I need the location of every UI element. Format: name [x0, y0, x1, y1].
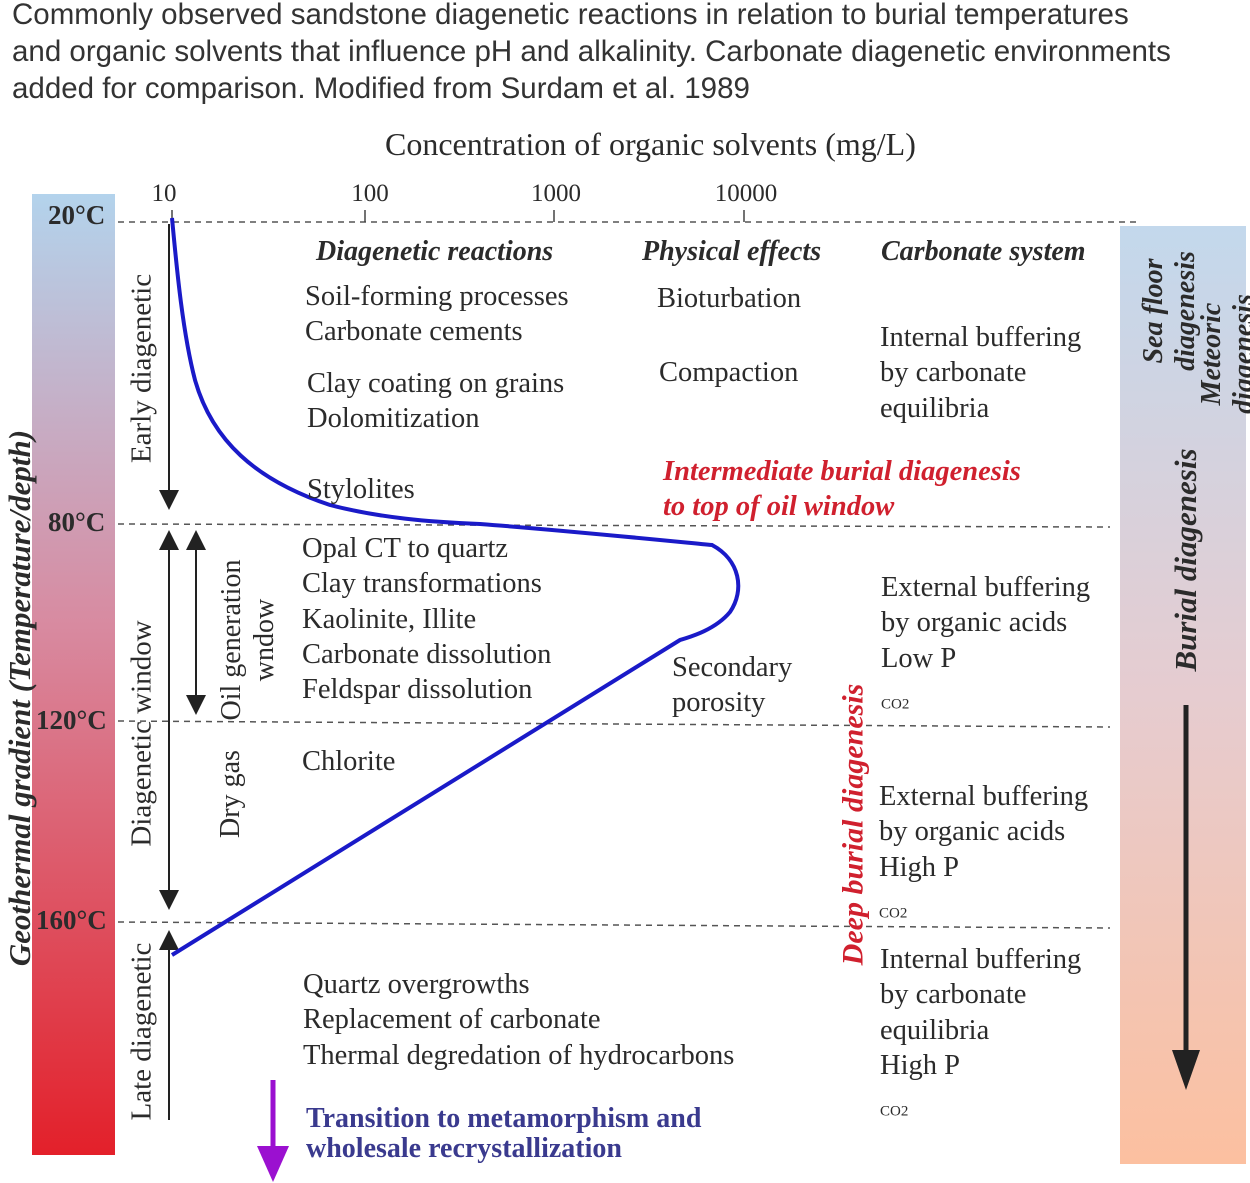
- carbonate-item: Low P CO2: [881, 641, 1090, 723]
- dry-gas-label: Dry gas: [215, 750, 246, 838]
- reaction-item: Replacement of carbonate: [303, 1004, 601, 1036]
- geothermal-gradient-bar: [32, 194, 115, 1155]
- physical-item: Compaction: [659, 357, 799, 388]
- carbonate-item: by carbonate: [880, 357, 1027, 389]
- geothermal-gradient-label: Geothermal gradient (Temperature/depth): [2, 429, 37, 967]
- temp-label: 160°C: [36, 905, 107, 935]
- deep-burial-label: Deep burial diagenesis: [836, 683, 870, 966]
- carbonate-item: equilibria: [880, 392, 990, 424]
- meteoric-line: diagenesis: [1228, 294, 1250, 414]
- carbonate-item: by organic acids: [879, 816, 1066, 848]
- reactions-block-1: Soil-forming processes Carbonate cements: [305, 279, 569, 350]
- physical-item: Secondary: [672, 652, 793, 683]
- reaction-item: Kaolinite, Illite: [302, 603, 477, 635]
- pco2-label: High P: [880, 1049, 960, 1081]
- reaction-item: Chlorite: [302, 746, 396, 777]
- carbonate-item: equilibria: [880, 1014, 990, 1046]
- reaction-item: Quartz overgrowths: [303, 969, 530, 1000]
- reaction-item: Clay coating on grains: [307, 368, 565, 399]
- carbonate-environment-bar: [1120, 226, 1246, 1164]
- oil-window-line: Oil generation: [216, 559, 247, 721]
- carbonate-item: External buffering: [881, 572, 1091, 603]
- reaction-item: Opal CT to quartz: [302, 533, 509, 564]
- physical-secondary-porosity: Secondary porosity: [672, 650, 792, 721]
- reactions-block-2: Clay coating on grains Dolomitization: [307, 366, 564, 437]
- stage-arrows: [159, 224, 206, 1120]
- intermediate-burial-label: Intermediate burial diagenesis to top of…: [663, 454, 1021, 524]
- reaction-item: Carbonate dissolution: [302, 638, 552, 670]
- co2-subscript: CO2: [879, 905, 908, 922]
- temp-label: 20°C: [48, 200, 106, 230]
- carbonate-block-2: External buffering by organic acids Low …: [881, 570, 1090, 723]
- x-axis-title: Concentration of organic solvents (mg/L): [385, 126, 916, 162]
- co2-subscript: CO2: [880, 1103, 909, 1120]
- x-axis-ticks: [171, 210, 745, 222]
- reaction-item: Soil-forming processes: [305, 281, 569, 312]
- header-reactions: Diagenetic reactions: [316, 236, 554, 267]
- carbonate-item: Internal buffering: [880, 322, 1082, 353]
- pco2-label: Low P: [881, 642, 957, 674]
- transition-arrow: [257, 1080, 289, 1182]
- pco2-label: High P: [879, 851, 959, 883]
- temp-label: 120°C: [36, 705, 107, 735]
- sea-floor-diagenesis-label: Sea floor diagenesis: [1138, 236, 1202, 386]
- oil-window-label: Oil generation wndow: [215, 550, 281, 730]
- figure-caption: Commonly observed sandstone diagenetic r…: [12, 0, 1171, 107]
- physical-item: porosity: [672, 687, 766, 719]
- transition-line: Transition to metamorphism and: [306, 1103, 702, 1134]
- co2-subscript: CO2: [881, 696, 910, 713]
- reaction-item: Dolomitization: [307, 403, 480, 435]
- organic-solvent-curve: [170, 217, 741, 957]
- reaction-item: Clay transformations: [302, 568, 542, 600]
- carbonate-item: External buffering: [879, 781, 1089, 812]
- reactions-block-4: Quartz overgrowths Replacement of carbon…: [303, 967, 734, 1073]
- temperature-lines: [117, 523, 1111, 929]
- carbonate-block-3: External buffering by organic acids High…: [879, 779, 1088, 932]
- reaction-item: Feldspar dissolution: [302, 674, 533, 706]
- reaction-item: Thermal degredation of hydrocarbons: [303, 1039, 735, 1071]
- late-diagenetic-label: Late diagenetic: [125, 942, 158, 1121]
- physical-item: Bioturbation: [657, 283, 802, 314]
- sea-floor-line: Sea floor: [1138, 258, 1169, 364]
- reactions-block-3: Opal CT to quartz Clay transformations K…: [302, 531, 551, 707]
- transition-line: wholesale recrystallization: [306, 1133, 622, 1164]
- tick-label: 1000: [531, 180, 581, 207]
- carbonate-item: by organic acids: [881, 607, 1068, 639]
- oil-window-line: wndow: [249, 598, 280, 682]
- carbonate-item: by carbonate: [880, 979, 1027, 1011]
- intermediate-burial-line: to top of oil window: [663, 491, 895, 522]
- tick-label: 10000: [714, 180, 778, 207]
- early-diagenetic-label: Early diagenetic: [125, 273, 158, 464]
- diagenetic-window-label: Diagenetic window: [125, 620, 158, 847]
- intermediate-burial-line: Intermediate burial diagenesis: [663, 456, 1021, 487]
- burial-diagenesis-label: Burial diagenesis: [1168, 448, 1203, 672]
- carbonate-item: Internal buffering: [880, 944, 1082, 975]
- meteoric-diagenesis-label: Meteoric diagenesis: [1196, 279, 1250, 429]
- carbonate-block-4: Internal buffering by carbonate equilibr…: [880, 942, 1081, 1130]
- transition-note: Transition to metamorphism and wholesale…: [306, 1104, 701, 1164]
- carbonate-item: High P CO2: [879, 850, 1088, 932]
- temp-label: 80°C: [48, 507, 106, 537]
- carbonate-item: High P CO2: [880, 1048, 1081, 1130]
- header-physical: Physical effects: [642, 236, 822, 267]
- tick-label: 10: [151, 180, 177, 207]
- header-carbonate: Carbonate system: [881, 236, 1086, 267]
- meteoric-line: Meteoric: [1196, 302, 1227, 406]
- caption-line: added for comparison. Modified from Surd…: [12, 72, 750, 105]
- tick-label: 100: [351, 180, 389, 207]
- reaction-item: Stylolites: [307, 474, 415, 505]
- burial-arrow: [1172, 705, 1200, 1090]
- carbonate-block-1: Internal buffering by carbonate equilibr…: [880, 320, 1081, 426]
- reaction-item: Carbonate cements: [305, 316, 523, 348]
- caption-line: and organic solvents that influence pH a…: [12, 35, 1171, 68]
- caption-line: Commonly observed sandstone diagenetic r…: [12, 0, 1129, 31]
